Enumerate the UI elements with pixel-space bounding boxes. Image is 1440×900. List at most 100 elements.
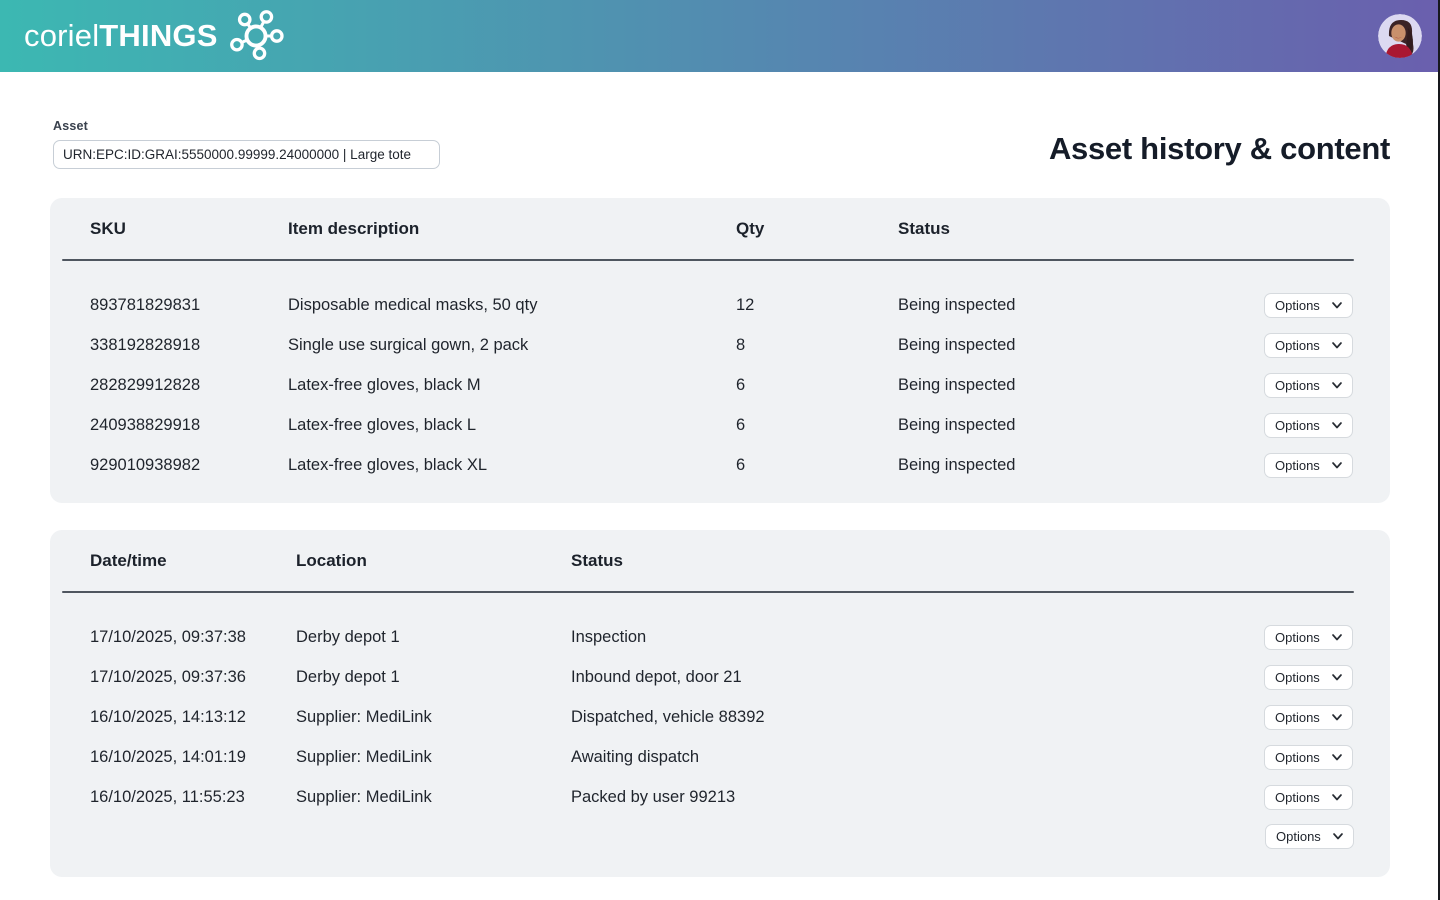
asset-field-block: Asset	[53, 119, 440, 169]
datetime-cell: 16/10/2025, 14:13:12	[90, 707, 246, 726]
table-row: 240938829918 Latex-free gloves, black L …	[50, 405, 1390, 445]
options-button[interactable]: Options	[1264, 372, 1353, 398]
status-cell: Inspection	[571, 627, 647, 646]
qty-cell: 6	[736, 455, 746, 474]
description-cell: Disposable medical masks, 50 qty	[288, 295, 538, 314]
molecule-icon	[229, 10, 284, 61]
options-button-label: Options	[1275, 789, 1320, 805]
qty-cell: 8	[736, 335, 746, 354]
table-row: 16/10/2025, 14:01:19 Supplier: MediLink …	[50, 737, 1390, 777]
status-cell: Dispatched, vehicle 88392	[571, 707, 765, 726]
table-row: 282829912828 Latex-free gloves, black M …	[50, 365, 1390, 405]
status-cell: Being inspected	[898, 335, 1016, 354]
options-button-label: Options	[1275, 377, 1320, 393]
chevron-down-icon	[1332, 714, 1342, 721]
datetime-cell: 17/10/2025, 09:37:38	[90, 627, 246, 646]
page-title: Asset history & content	[1048, 131, 1390, 166]
datetime-cell: 17/10/2025, 09:37:36	[90, 667, 246, 686]
column-header-sku: SKU	[90, 218, 126, 238]
header-divider	[62, 259, 1354, 261]
description-cell: Latex-free gloves, black XL	[288, 455, 488, 474]
options-button[interactable]: Options	[1264, 704, 1353, 730]
table-row: 338192828918 Single use surgical gown, 2…	[50, 325, 1390, 365]
asset-history-table: Date/time Location Status 17/10/2025, 09…	[50, 530, 1390, 877]
table-row: Options	[50, 817, 1390, 855]
options-button[interactable]: Options	[1264, 452, 1353, 478]
brand-logo[interactable]: corielTHINGS	[24, 10, 284, 62]
location-cell: Derby depot 1	[296, 627, 400, 646]
sku-cell: 338192828918	[90, 335, 201, 354]
content-table-header: SKU Item description Qty Status	[50, 198, 1390, 259]
chevron-down-icon	[1332, 634, 1342, 641]
table-row: 17/10/2025, 09:37:36 Derby depot 1 Inbou…	[50, 657, 1390, 697]
chevron-down-icon	[1332, 342, 1342, 349]
chevron-down-icon	[1332, 422, 1342, 429]
status-cell: Awaiting dispatch	[571, 747, 700, 766]
table-row: 16/10/2025, 14:13:12 Supplier: MediLink …	[50, 697, 1390, 737]
options-button[interactable]: Options	[1264, 332, 1353, 358]
options-button-label: Options	[1275, 749, 1320, 765]
sku-cell: 893781829831	[90, 295, 201, 314]
asset-content-table: SKU Item description Qty Status 89378182…	[50, 198, 1390, 503]
sku-cell: 282829912828	[90, 375, 201, 394]
table-row: 893781829831 Disposable medical masks, 5…	[50, 285, 1390, 325]
chevron-down-icon	[1333, 833, 1343, 840]
chevron-down-icon	[1332, 754, 1342, 761]
user-avatar[interactable]	[1378, 14, 1422, 58]
window-edge	[1438, 0, 1440, 900]
top-bar: corielTHINGS	[0, 0, 1440, 72]
chevron-down-icon	[1332, 674, 1342, 681]
location-cell: Supplier: MediLink	[296, 787, 432, 806]
history-table-body: 17/10/2025, 09:37:38 Derby depot 1 Inspe…	[50, 593, 1390, 877]
status-cell: Inbound depot, door 21	[571, 667, 742, 686]
qty-cell: 6	[736, 415, 746, 434]
options-button[interactable]: Options	[1264, 744, 1353, 770]
options-button-label: Options	[1275, 709, 1320, 725]
chevron-down-icon	[1332, 382, 1342, 389]
status-cell: Being inspected	[898, 375, 1016, 394]
brand-name-light: coriel	[24, 18, 100, 53]
column-header-status: Status	[898, 218, 950, 238]
header-divider	[62, 591, 1354, 593]
options-button-label: Options	[1275, 417, 1320, 433]
datetime-cell: 16/10/2025, 14:01:19	[90, 747, 246, 766]
column-header-description: Item description	[288, 218, 420, 238]
content-table-body: 893781829831 Disposable medical masks, 5…	[50, 261, 1390, 503]
options-button-label: Options	[1275, 669, 1320, 685]
column-header-status: Status	[571, 550, 623, 570]
chevron-down-icon	[1332, 302, 1342, 309]
qty-cell: 12	[736, 295, 755, 314]
options-button[interactable]: Options	[1265, 823, 1354, 849]
head-row: Asset Asset history & content	[50, 119, 1390, 169]
options-button-label: Options	[1275, 457, 1320, 473]
asset-input[interactable]	[53, 140, 440, 169]
chevron-down-icon	[1332, 794, 1342, 801]
chevron-down-icon	[1332, 462, 1342, 469]
brand-name-bold: THINGS	[99, 18, 218, 53]
description-cell: Latex-free gloves, black L	[288, 415, 477, 434]
description-cell: Latex-free gloves, black M	[288, 375, 481, 394]
brand-text: corielTHINGS	[24, 18, 218, 54]
options-button[interactable]: Options	[1264, 412, 1353, 438]
options-button[interactable]: Options	[1264, 624, 1353, 650]
datetime-cell: 16/10/2025, 11:55:23	[90, 787, 245, 806]
options-button[interactable]: Options	[1264, 292, 1353, 318]
sku-cell: 240938829918	[90, 415, 201, 434]
page-body: Asset Asset history & content SKU Item d…	[0, 119, 1440, 877]
options-button-label: Options	[1275, 297, 1320, 313]
sku-cell: 929010938982	[90, 455, 201, 474]
table-row: 16/10/2025, 11:55:23 Supplier: MediLink …	[50, 777, 1390, 817]
status-cell: Being inspected	[898, 415, 1016, 434]
asset-field-label: Asset	[53, 119, 89, 133]
column-header-datetime: Date/time	[90, 550, 167, 570]
options-button[interactable]: Options	[1264, 664, 1353, 690]
table-row: 929010938982 Latex-free gloves, black XL…	[50, 445, 1390, 485]
table-row: 17/10/2025, 09:37:38 Derby depot 1 Inspe…	[50, 617, 1390, 657]
status-cell: Being inspected	[898, 295, 1016, 314]
qty-cell: 6	[736, 375, 746, 394]
status-cell: Packed by user 99213	[571, 787, 736, 806]
history-table-header: Date/time Location Status	[50, 530, 1390, 591]
location-cell: Supplier: MediLink	[296, 747, 432, 766]
options-button[interactable]: Options	[1264, 784, 1353, 810]
location-cell: Derby depot 1	[296, 667, 400, 686]
